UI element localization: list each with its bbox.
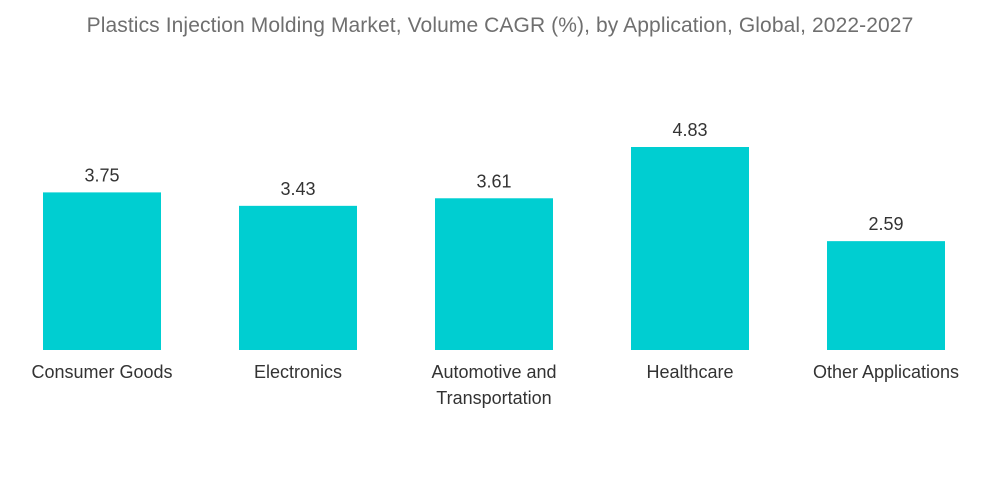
category-label-3-line-2: Transportation bbox=[436, 388, 551, 408]
value-label-4: 4.83 bbox=[672, 120, 707, 140]
value-label-5: 2.59 bbox=[868, 214, 903, 234]
bar-3 bbox=[435, 198, 553, 350]
category-label-5: Other Applications bbox=[813, 362, 959, 382]
category-label-3-line-1: Automotive and bbox=[431, 362, 556, 382]
category-label-2: Electronics bbox=[254, 362, 342, 382]
value-label-2: 3.43 bbox=[280, 179, 315, 199]
value-label-3: 3.61 bbox=[476, 171, 511, 191]
category-label-4: Healthcare bbox=[646, 362, 733, 382]
chart-title: Plastics Injection Molding Market, Volum… bbox=[86, 14, 914, 37]
bar-4 bbox=[631, 147, 749, 350]
value-label-1: 3.75 bbox=[84, 165, 119, 185]
bar-2 bbox=[239, 205, 357, 350]
bar-5 bbox=[827, 241, 945, 350]
bar-1 bbox=[43, 192, 161, 350]
category-label-1: Consumer Goods bbox=[31, 362, 172, 382]
